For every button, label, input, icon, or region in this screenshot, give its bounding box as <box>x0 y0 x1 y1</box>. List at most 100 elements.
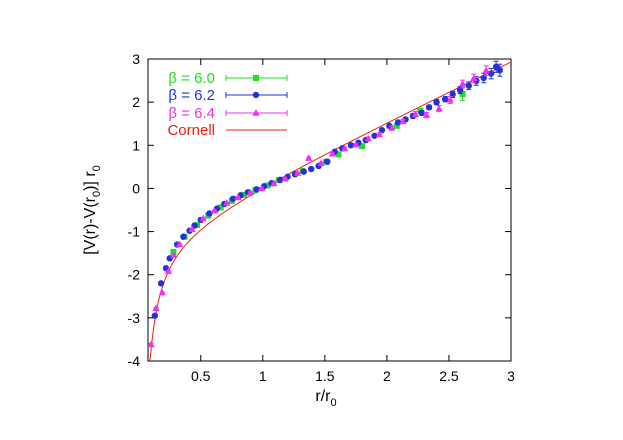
data-point <box>352 140 360 148</box>
legend-sample-marker <box>252 109 260 116</box>
data-point <box>359 143 366 150</box>
data-point <box>180 233 187 240</box>
data-point <box>206 210 213 217</box>
y-tick-label: 2 <box>132 94 140 110</box>
data-point <box>388 124 396 131</box>
x-axis-title: r/r0 <box>315 388 336 409</box>
data-point <box>229 195 237 202</box>
data-point <box>276 176 284 183</box>
y-axis-title: [V(r)-V(r0)] r0 <box>82 165 103 255</box>
data-point <box>241 191 248 198</box>
data-point <box>446 95 454 103</box>
data-point <box>158 288 166 296</box>
legend-sample-marker <box>253 75 259 81</box>
plot-frame <box>147 58 512 362</box>
data-point <box>169 251 178 258</box>
data-point <box>152 304 160 311</box>
x-tick-label: 1 <box>259 368 267 384</box>
data-point <box>435 104 443 112</box>
x-axis-title-sub: 0 <box>330 397 336 409</box>
data-point <box>459 80 467 87</box>
data-point <box>470 74 478 82</box>
data-point <box>347 142 355 149</box>
data-point <box>341 144 349 152</box>
data-point <box>465 82 473 89</box>
data-point <box>257 184 266 192</box>
y-axis-title-sub2: 0 <box>91 165 103 171</box>
data-point <box>317 159 325 167</box>
y-tick-label: 1 <box>132 137 140 153</box>
data-point <box>393 122 400 129</box>
data-point <box>335 151 342 158</box>
data-point <box>433 98 440 106</box>
y-tick-label: -3 <box>128 310 141 326</box>
x-tick-label: 3 <box>507 368 515 384</box>
y-axis-title-tail: )] r <box>82 171 99 191</box>
data-point <box>328 149 336 157</box>
data-point <box>164 267 173 274</box>
legend-label-beta60: β = 6.0 <box>168 70 215 87</box>
x-axis-title-main: r/r <box>315 388 331 405</box>
data-point <box>480 74 487 82</box>
data-point <box>157 280 165 287</box>
data-point <box>270 179 278 187</box>
data-point <box>423 111 431 118</box>
data-point <box>324 158 331 165</box>
y-tick-label: -2 <box>128 267 141 283</box>
data-point <box>411 110 420 117</box>
data-point <box>449 91 456 98</box>
y-tick-labels: -4 -3 -2 -1 0 1 2 3 <box>128 51 141 369</box>
data-point <box>210 206 218 214</box>
axis-ticks <box>148 58 512 362</box>
data-point <box>147 340 155 348</box>
data-point <box>487 70 495 77</box>
data-point <box>394 119 402 126</box>
x-tick-labels: 0.5 1 1.5 2 2.5 3 <box>191 368 515 384</box>
legend-label-beta62: β = 6.2 <box>168 87 215 104</box>
data-point <box>482 66 490 74</box>
x-tick-label: 2 <box>383 368 391 384</box>
data-point <box>307 165 315 173</box>
legend: β = 6.0 β = 6.2 β = 6.4 Cornell <box>167 70 288 139</box>
y-axis-title-main: [V(r)-V(r <box>82 196 99 254</box>
data-point <box>442 95 449 103</box>
data-point <box>253 186 260 193</box>
data-point <box>399 117 407 125</box>
data-point <box>293 169 302 176</box>
data-point <box>281 174 289 182</box>
y-tick-label: -4 <box>128 353 141 369</box>
data-point <box>425 104 433 111</box>
series-triangle <box>147 65 490 348</box>
data-point <box>176 240 184 248</box>
x-tick-label: 1.5 <box>315 368 335 384</box>
y-axis-title-sub: 0 <box>91 191 103 197</box>
data-point <box>217 204 224 211</box>
data-series <box>147 60 504 348</box>
y-tick-label: 3 <box>132 51 140 67</box>
data-point <box>456 86 464 94</box>
data-point <box>300 168 307 175</box>
y-tick-label: 0 <box>132 180 140 196</box>
x-tick-label: 0.5 <box>191 368 211 384</box>
data-point <box>234 193 242 201</box>
legend-label-beta64: β = 6.4 <box>168 105 215 122</box>
data-point <box>264 182 271 189</box>
data-point <box>151 312 159 319</box>
data-point <box>305 154 313 161</box>
data-point <box>188 225 196 233</box>
data-point <box>496 67 504 74</box>
data-point <box>375 130 384 138</box>
data-point <box>199 214 207 222</box>
data-point <box>418 109 425 117</box>
data-point <box>246 188 254 196</box>
data-point <box>364 134 372 142</box>
legend-sample-marker <box>252 91 260 99</box>
data-point <box>371 132 378 139</box>
y-tick-label: -1 <box>128 224 141 240</box>
data-point <box>223 199 231 206</box>
legend-label-cornell: Cornell <box>167 122 215 139</box>
legend-samples <box>225 75 288 131</box>
data-point <box>378 126 386 134</box>
x-tick-label: 2.5 <box>439 368 459 384</box>
